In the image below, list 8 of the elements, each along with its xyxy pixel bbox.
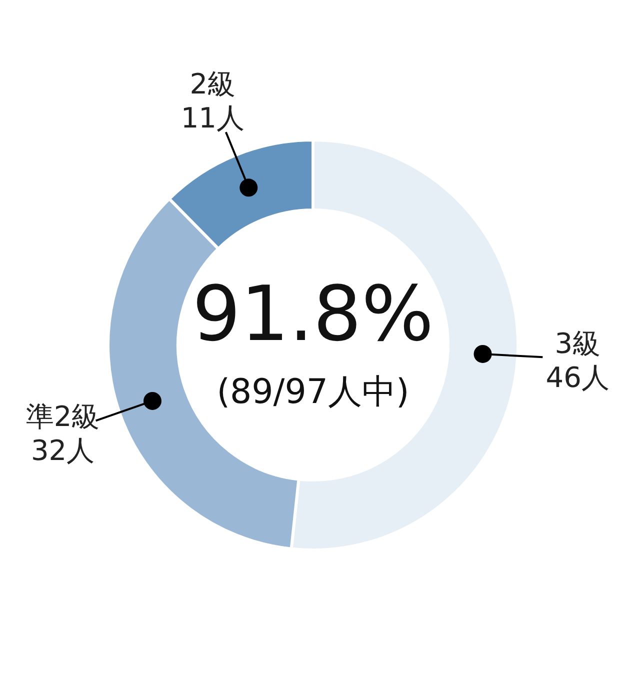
slice-label: 3級 <box>554 327 601 360</box>
slice-label: 準2級 <box>26 400 100 434</box>
data-label: 11人 <box>180 102 244 135</box>
data-label: 32人 <box>30 434 95 468</box>
text: 91.8% <box>192 269 434 358</box>
data-label: 46人 <box>546 361 610 394</box>
text: (89/97人中) <box>216 372 410 412</box>
slice-label: 2級 <box>190 68 236 101</box>
